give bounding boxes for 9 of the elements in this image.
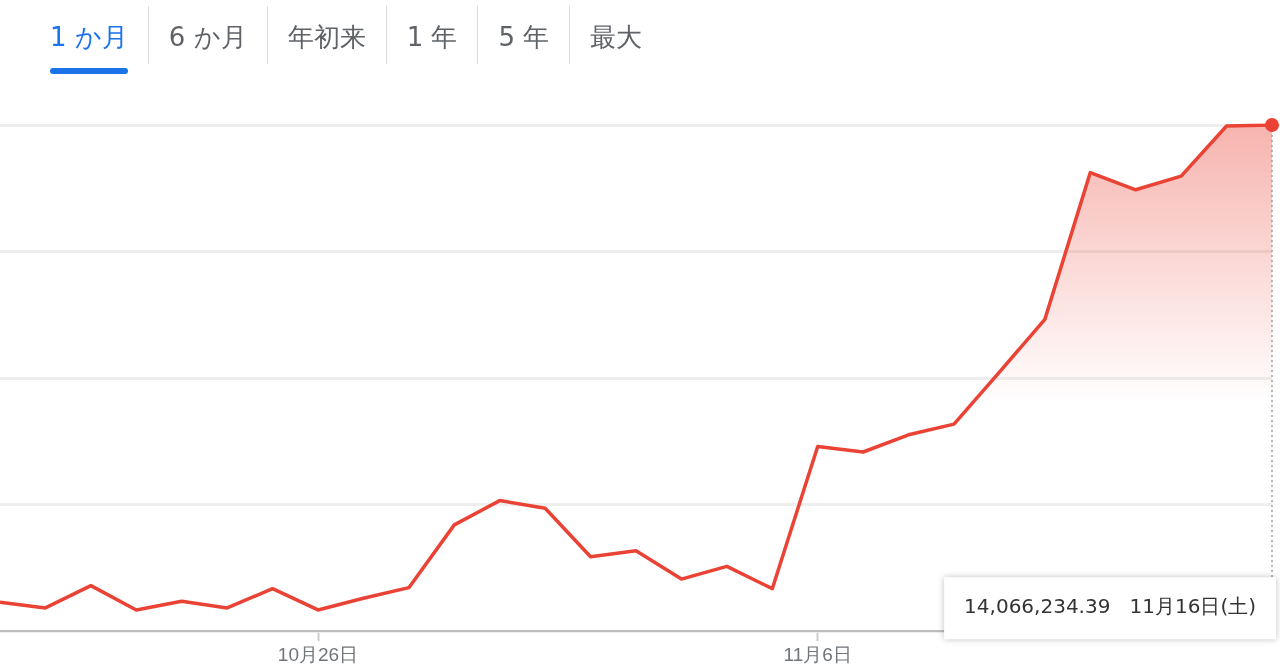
x-tick-label: 11月6日 bbox=[783, 643, 852, 665]
text: 5 年 bbox=[478, 6, 571, 64]
text: 年初来 bbox=[267, 6, 387, 64]
text: 1 年 bbox=[386, 6, 479, 64]
x-tick-label: 10月26日 bbox=[277, 643, 359, 665]
text: 1 か月 bbox=[30, 6, 149, 64]
text: 最大 bbox=[589, 21, 644, 54]
annotation: 14,066,234.39 11月16日(土) bbox=[964, 594, 1257, 619]
text: 6 か月 bbox=[148, 6, 268, 64]
